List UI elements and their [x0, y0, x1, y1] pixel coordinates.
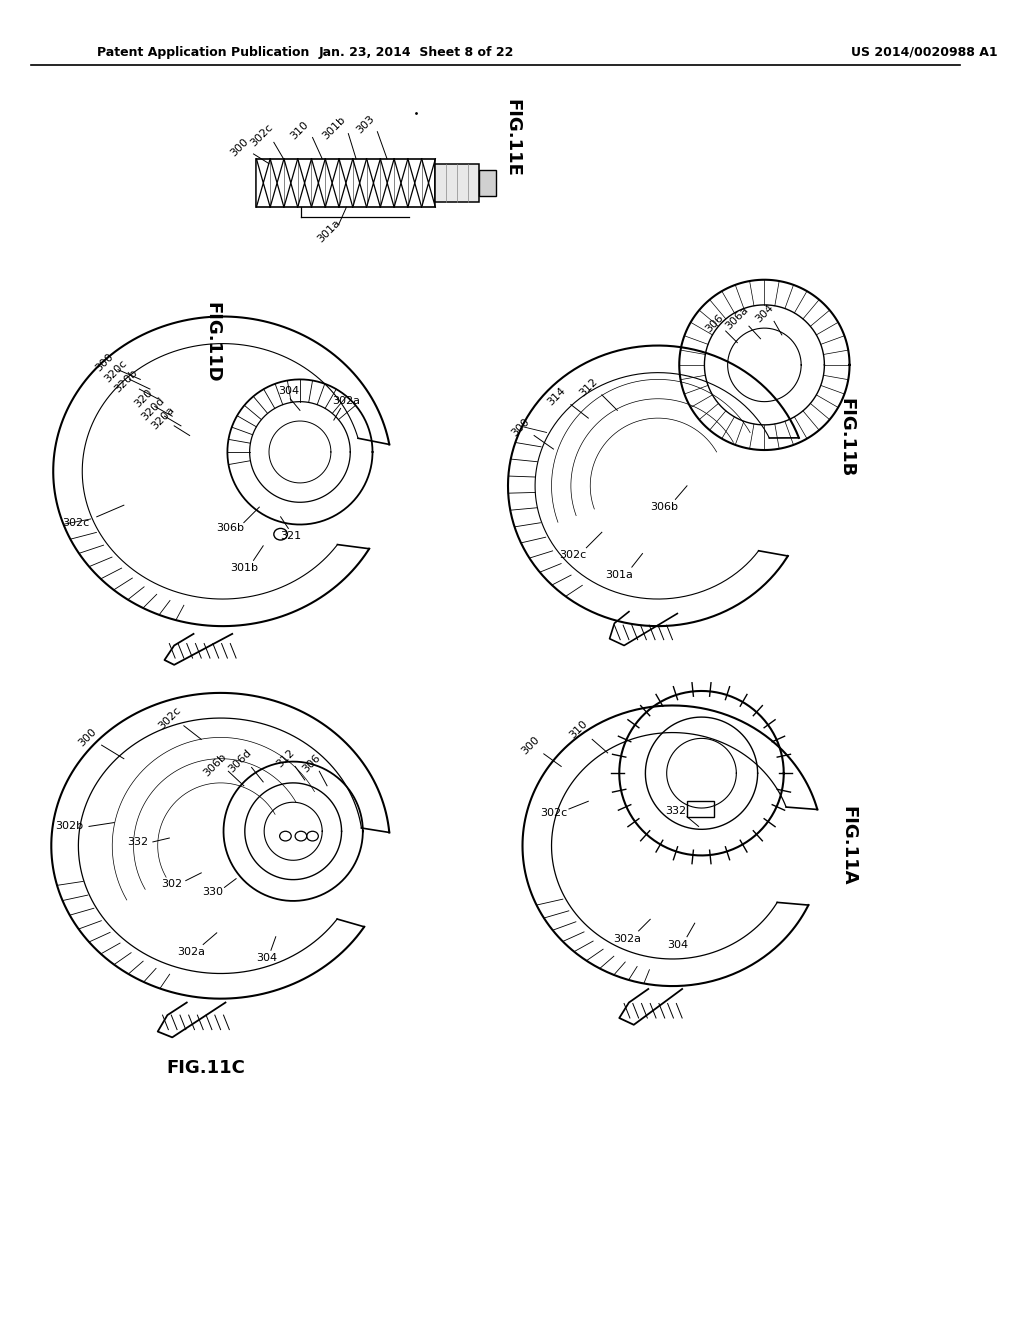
Text: FIG.11B: FIG.11B — [838, 397, 856, 477]
Text: US 2014/0020988 A1: US 2014/0020988 A1 — [852, 46, 998, 59]
Text: 330: 330 — [203, 887, 223, 898]
Text: 301b: 301b — [229, 564, 258, 573]
Text: 320b: 320b — [113, 368, 139, 395]
Text: 314: 314 — [546, 385, 567, 408]
Text: FIG.11E: FIG.11E — [504, 99, 522, 177]
Text: 300: 300 — [93, 351, 116, 374]
Bar — [435, 164, 479, 202]
Text: FIG.11D: FIG.11D — [204, 302, 222, 383]
Text: 301b: 301b — [321, 115, 347, 141]
Text: 304: 304 — [278, 385, 299, 396]
Text: 312: 312 — [578, 376, 599, 399]
Text: 306a: 306a — [724, 305, 751, 331]
Text: 302a: 302a — [177, 948, 206, 957]
Text: 320d: 320d — [139, 395, 167, 422]
Text: 300: 300 — [229, 136, 251, 158]
Text: 306b: 306b — [202, 751, 228, 777]
Text: 302: 302 — [162, 879, 183, 890]
Text: 312: 312 — [274, 747, 296, 770]
Bar — [256, 158, 435, 207]
Text: 302c: 302c — [559, 550, 587, 561]
Text: 306b: 306b — [216, 524, 245, 533]
Text: 306: 306 — [703, 313, 725, 334]
Text: 302c: 302c — [156, 705, 182, 731]
Text: 306b: 306b — [650, 502, 678, 512]
Text: 332: 332 — [665, 807, 686, 816]
Text: 320c: 320c — [103, 359, 129, 385]
Text: 310: 310 — [567, 718, 590, 741]
Bar — [479, 170, 497, 195]
Text: 321: 321 — [280, 531, 301, 541]
Text: 304: 304 — [256, 953, 278, 964]
Text: 302c: 302c — [61, 517, 89, 528]
Text: 320a: 320a — [150, 405, 176, 432]
Text: 303: 303 — [354, 114, 377, 136]
Text: 304: 304 — [754, 302, 775, 325]
Text: 302a: 302a — [613, 933, 641, 944]
Text: 300: 300 — [510, 417, 531, 438]
Text: 301a: 301a — [605, 570, 633, 579]
Text: 301a: 301a — [315, 218, 342, 244]
Text: 306: 306 — [301, 752, 323, 775]
Text: 320: 320 — [132, 388, 155, 409]
Text: Jan. 23, 2014  Sheet 8 of 22: Jan. 23, 2014 Sheet 8 of 22 — [318, 46, 514, 59]
Text: 306d: 306d — [226, 747, 254, 774]
Text: 300: 300 — [76, 726, 98, 748]
Text: 300: 300 — [519, 734, 542, 756]
Text: FIG.11A: FIG.11A — [840, 807, 857, 886]
Text: 310: 310 — [289, 120, 311, 141]
Text: 304: 304 — [667, 940, 688, 950]
Bar — [687, 801, 714, 817]
Text: 302c: 302c — [540, 808, 567, 818]
Text: 302c: 302c — [248, 123, 274, 149]
Text: 302a: 302a — [333, 396, 360, 405]
Text: 302b: 302b — [55, 821, 84, 832]
Text: FIG.11C: FIG.11C — [167, 1060, 246, 1077]
Text: 332: 332 — [127, 837, 147, 847]
Text: Patent Application Publication: Patent Application Publication — [96, 46, 309, 59]
